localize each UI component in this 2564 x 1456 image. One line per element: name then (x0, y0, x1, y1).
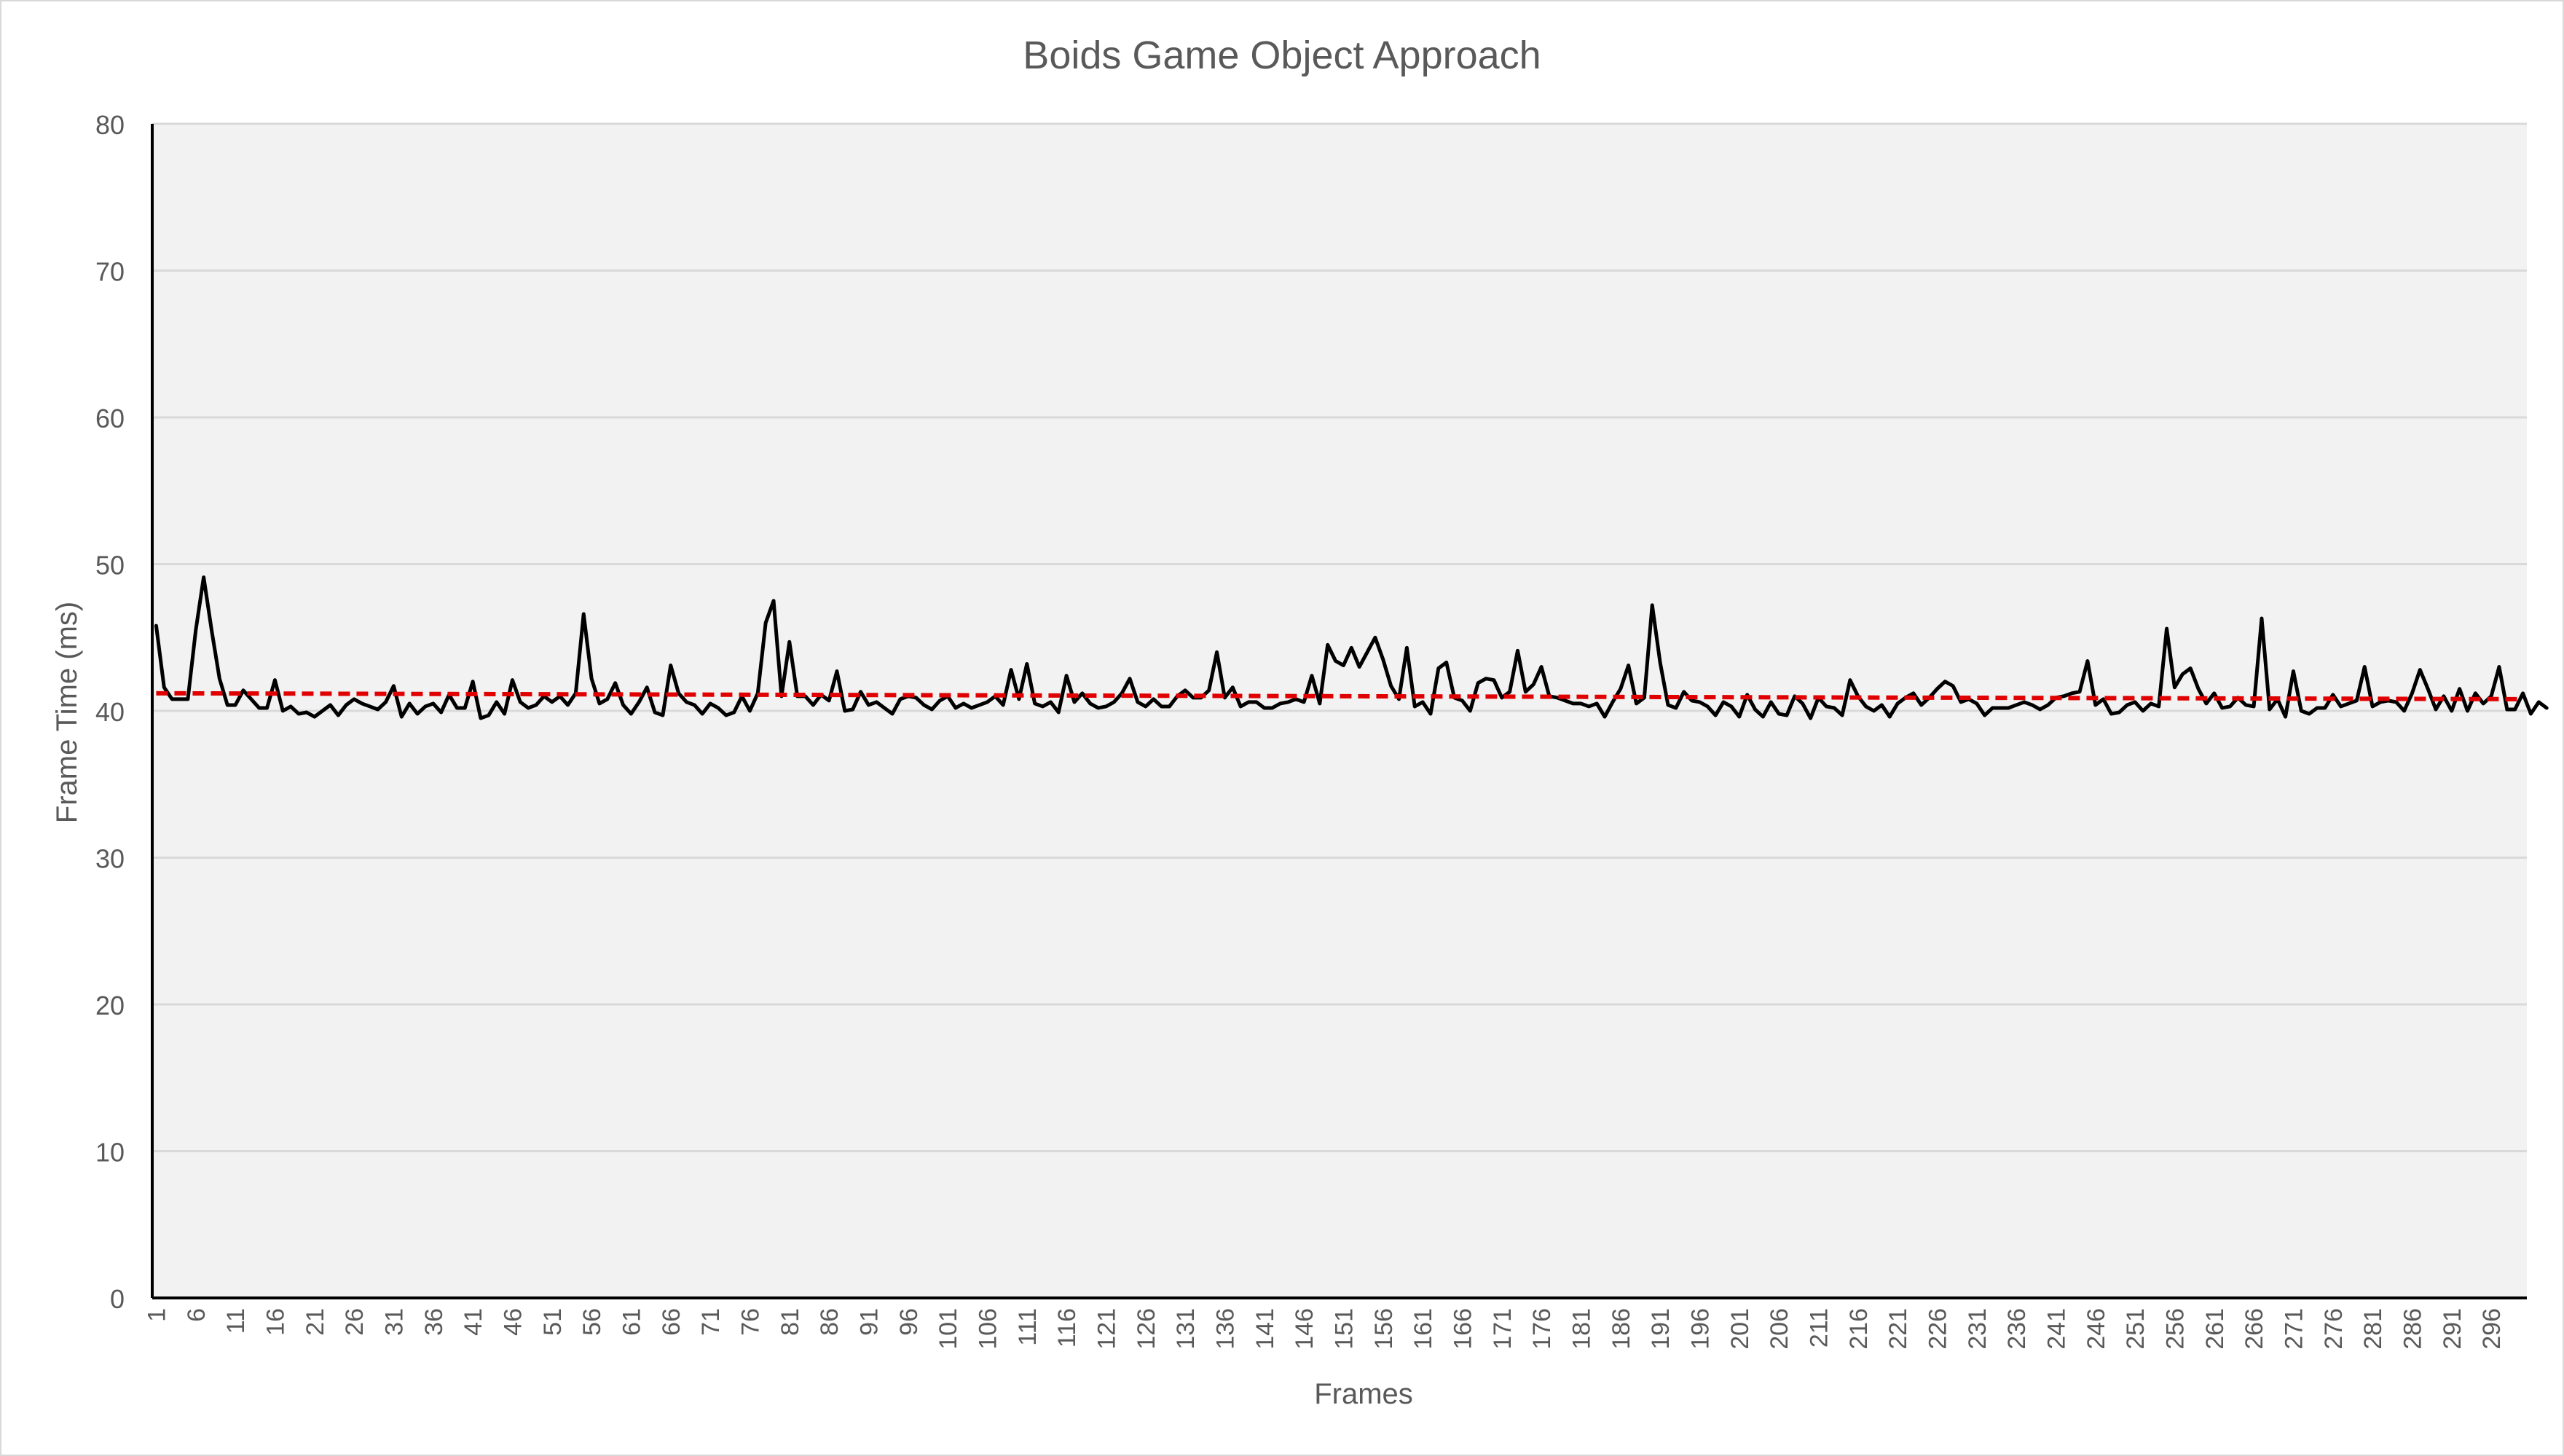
x-tick-label: 186 (1608, 1308, 1635, 1350)
x-tick-label: 111 (1014, 1308, 1042, 1346)
x-tick-label: 216 (1845, 1308, 1873, 1350)
x-tick-label: 36 (420, 1308, 448, 1336)
x-tick-label: 246 (2083, 1308, 2110, 1350)
x-tick-label: 171 (1489, 1308, 1517, 1350)
plot-area (151, 122, 2549, 1299)
trendline (156, 690, 2523, 701)
x-tick-label: 211 (1805, 1308, 1833, 1347)
x-tick-label: 86 (816, 1308, 843, 1336)
y-tick-label: 60 (95, 404, 125, 433)
x-tick-label: 116 (1053, 1308, 1081, 1347)
y-tick-label: 40 (95, 697, 125, 727)
x-tick-labels: 1 6 11 16 21 26 31 36 41 46 51 56 61 66 71 76 81 86 91 96 10… (143, 1308, 2506, 1350)
x-tick-label: 281 (2359, 1308, 2387, 1350)
x-tick-label: 41 (460, 1308, 487, 1336)
x-tick-label: 11 (222, 1308, 250, 1334)
x-tick-label: 96 (895, 1308, 923, 1336)
x-tick-label: 101 (935, 1308, 962, 1350)
x-tick-label: 191 (1647, 1308, 1675, 1350)
x-tick-label: 46 (499, 1308, 527, 1336)
x-tick-label: 271 (2280, 1308, 2308, 1350)
x-tick-label: 136 (1211, 1308, 1239, 1350)
x-tick-label: 206 (1766, 1308, 1793, 1350)
x-tick-label: 251 (2122, 1308, 2150, 1350)
x-tick-label: 286 (2399, 1308, 2426, 1350)
x-tick-label: 106 (974, 1308, 1002, 1350)
x-tick-label: 66 (658, 1308, 685, 1336)
x-tick-label: 241 (2042, 1308, 2070, 1350)
x-tick-label: 296 (2478, 1308, 2506, 1350)
x-tick-label: 146 (1291, 1308, 1318, 1350)
chart-title: Boids Game Object Approach (1023, 34, 1541, 77)
x-tick-label: 156 (1370, 1308, 1398, 1350)
series-line (154, 575, 2549, 720)
x-tick-label: 291 (2439, 1308, 2466, 1350)
x-tick-label: 166 (1449, 1308, 1476, 1350)
x-tick-label: 71 (697, 1308, 725, 1336)
y-axis-title: Frame Time (ms) (51, 602, 83, 823)
y-tick-labels: 0 10 20 30 40 50 60 70 80 (95, 110, 125, 1314)
x-tick-label: 141 (1251, 1308, 1279, 1350)
x-tick-label: 16 (261, 1308, 289, 1336)
x-tick-label: 1 (143, 1308, 170, 1322)
x-tick-label: 276 (2320, 1308, 2348, 1350)
x-tick-label: 256 (2161, 1308, 2189, 1350)
axes (151, 124, 2527, 1299)
x-tick-label: 226 (1924, 1308, 1951, 1350)
x-tick-label: 91 (855, 1308, 883, 1336)
series-layer (154, 575, 2549, 720)
gridlines (152, 122, 2527, 1152)
y-tick-label: 10 (95, 1138, 125, 1168)
x-tick-label: 31 (380, 1308, 408, 1336)
x-tick-label: 181 (1568, 1308, 1595, 1350)
x-tick-label: 231 (1964, 1308, 1991, 1350)
x-tick-label: 151 (1330, 1308, 1358, 1350)
x-tick-label: 126 (1133, 1308, 1160, 1350)
x-tick-label: 21 (302, 1308, 329, 1336)
x-tick-label: 201 (1726, 1308, 1754, 1350)
x-axis-title: Frames (1314, 1378, 1413, 1410)
y-tick-label: 50 (95, 551, 125, 581)
x-tick-label: 26 (341, 1308, 369, 1336)
y-tick-label: 80 (95, 110, 125, 140)
x-tick-label: 221 (1884, 1308, 1912, 1350)
x-tick-label: 61 (618, 1308, 645, 1336)
x-tick-label: 176 (1528, 1308, 1556, 1350)
x-tick-label: 81 (776, 1308, 804, 1336)
x-tick-label: 6 (183, 1308, 211, 1322)
x-tick-label: 121 (1093, 1308, 1120, 1350)
x-tick-label: 131 (1172, 1308, 1200, 1350)
x-tick-label: 236 (2003, 1308, 2031, 1350)
x-tick-label: 51 (539, 1308, 567, 1336)
y-tick-label: 70 (95, 257, 125, 287)
x-tick-label: 196 (1686, 1308, 1714, 1350)
x-tick-label: 261 (2201, 1308, 2229, 1350)
y-tick-label: 20 (95, 991, 125, 1020)
x-tick-label: 56 (578, 1308, 606, 1336)
y-tick-label: 0 (110, 1284, 125, 1314)
x-tick-label: 266 (2241, 1308, 2268, 1350)
y-tick-label: 30 (95, 844, 125, 874)
x-tick-label: 76 (736, 1308, 764, 1336)
x-tick-label: 161 (1409, 1308, 1437, 1350)
